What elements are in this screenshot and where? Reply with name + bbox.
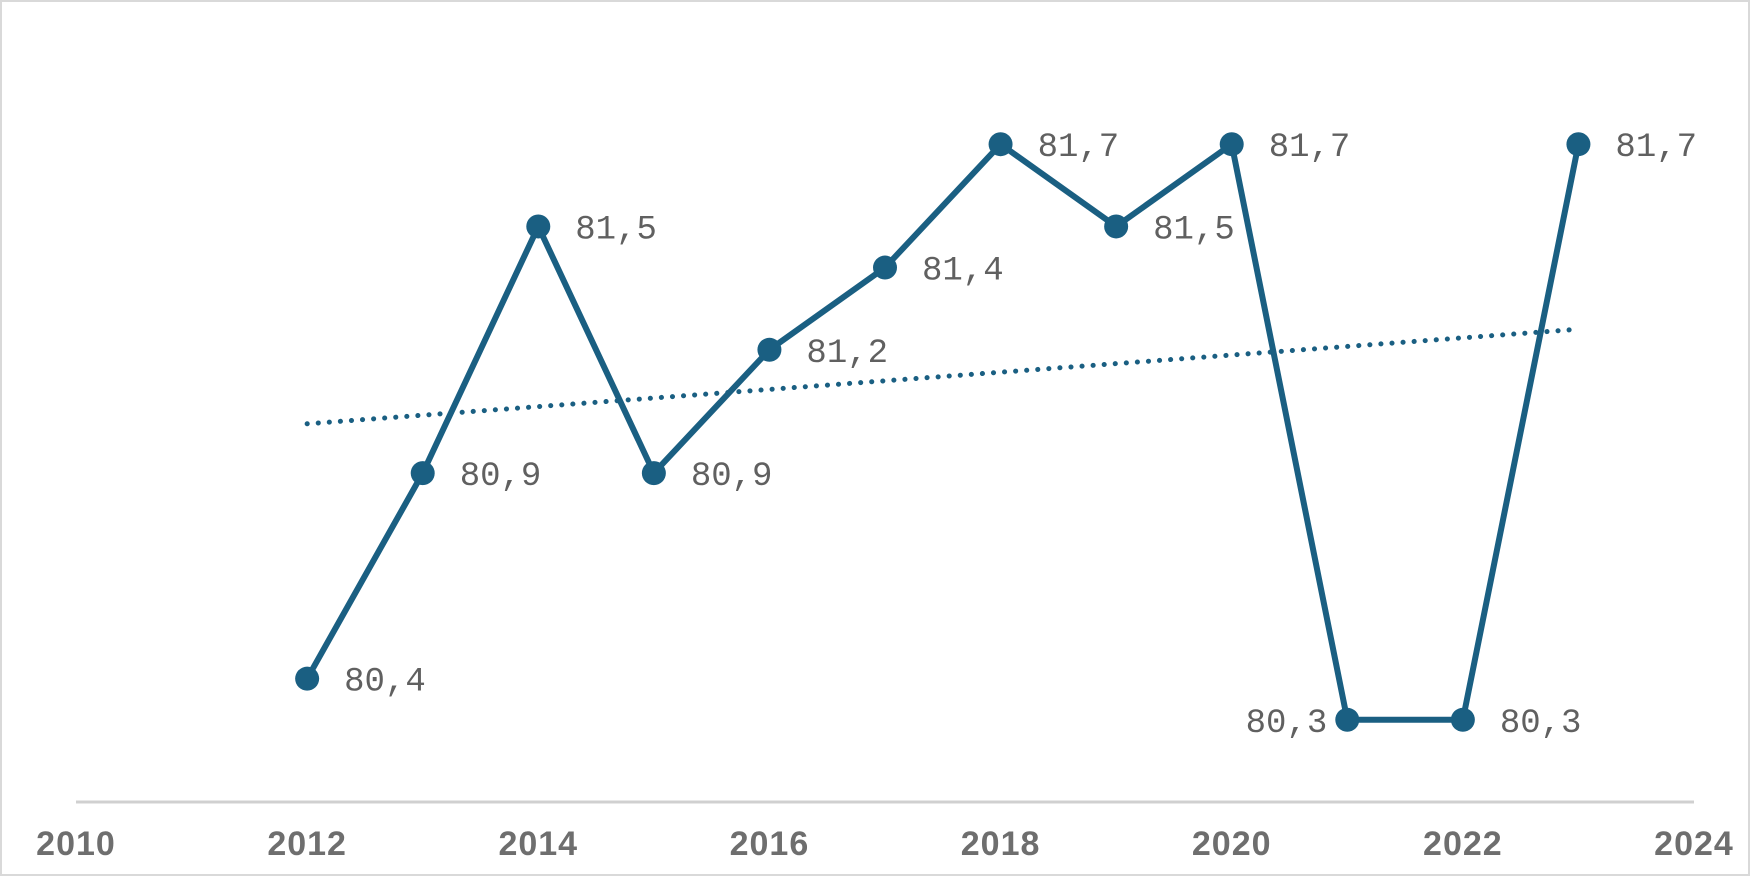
x-tick-label: 2010 [36, 825, 116, 863]
x-axis: 2010 2012 2014 2016 2018 2020 2022 2024 [36, 800, 1734, 863]
data-labels: 80,4 80,9 81,5 80,9 81,2 81,4 81,7 81,5 81,7 80,3… [344, 129, 1697, 743]
data-point [988, 132, 1013, 157]
data-point [757, 337, 782, 362]
x-tick-label: 2022 [1423, 825, 1503, 863]
x-tick-label: 2016 [730, 825, 810, 863]
data-points [295, 132, 1591, 732]
data-point [410, 461, 435, 486]
series-line-layer [304, 139, 1582, 723]
data-label: 81,7 [1038, 129, 1120, 167]
data-point [1219, 132, 1244, 157]
x-tick-label: 2012 [267, 825, 347, 863]
data-label: 80,4 [344, 664, 426, 702]
data-point [873, 255, 897, 280]
data-label: 80,9 [460, 458, 542, 496]
data-label: 81,4 [922, 253, 1004, 291]
x-tick-label: 2024 [1654, 825, 1734, 863]
x-tick-label: 2020 [1192, 825, 1272, 863]
data-label: 80,3 [1500, 705, 1582, 743]
data-point [641, 461, 666, 486]
x-tick-label: 2018 [961, 825, 1041, 863]
data-label: 81,7 [1615, 129, 1697, 167]
data-label: 80,3 [1246, 705, 1328, 743]
data-point [295, 666, 320, 691]
data-point [1450, 707, 1475, 732]
data-label: 81,7 [1269, 129, 1351, 167]
trendline [304, 326, 1581, 427]
data-label: 80,9 [691, 458, 773, 496]
trendline-layer [304, 326, 1581, 427]
data-label: 81,5 [1153, 211, 1235, 249]
data-point [1104, 214, 1129, 239]
data-point [1566, 132, 1591, 157]
data-label: 81,2 [806, 335, 888, 373]
data-point [526, 214, 551, 239]
data-label: 81,5 [575, 211, 657, 249]
series-line [304, 139, 1582, 723]
data-point [1335, 707, 1360, 732]
x-tick-label: 2014 [498, 825, 578, 863]
